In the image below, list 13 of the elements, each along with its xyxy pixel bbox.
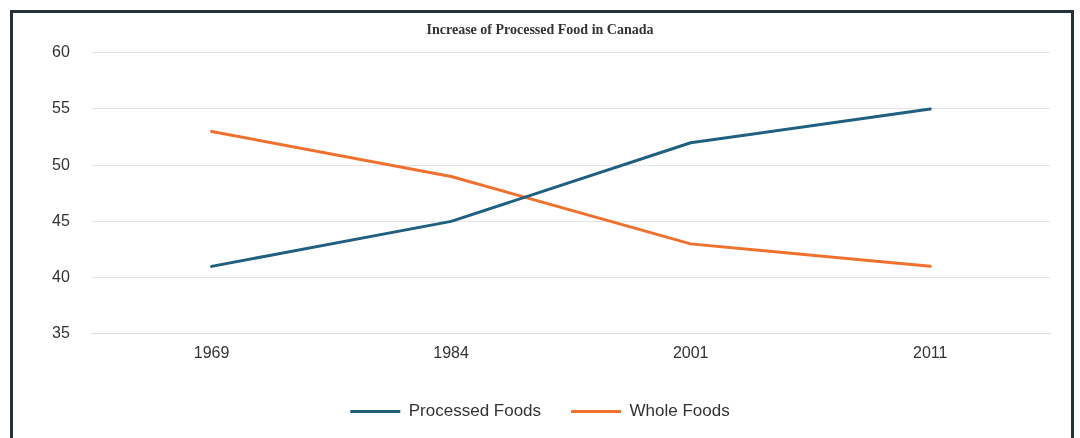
y-tick-label: 45 (52, 211, 70, 229)
y-tick-label: 60 (52, 43, 70, 61)
x-tick-label: 2011 (913, 343, 948, 361)
y-tick-label: 35 (52, 324, 70, 342)
x-tick-label: 1984 (433, 343, 470, 361)
y-tick-label: 55 (52, 99, 70, 117)
y-tick-label: 40 (52, 268, 70, 286)
x-tick-label: 1969 (193, 343, 230, 361)
legend-label: Whole Foods (629, 401, 730, 421)
chart-title: Increase of Processed Food in Canada (426, 22, 654, 38)
x-tick-label: 2001 (672, 343, 709, 361)
y-tick-label: 50 (52, 155, 70, 173)
legend-label: Processed Foods (408, 401, 542, 421)
